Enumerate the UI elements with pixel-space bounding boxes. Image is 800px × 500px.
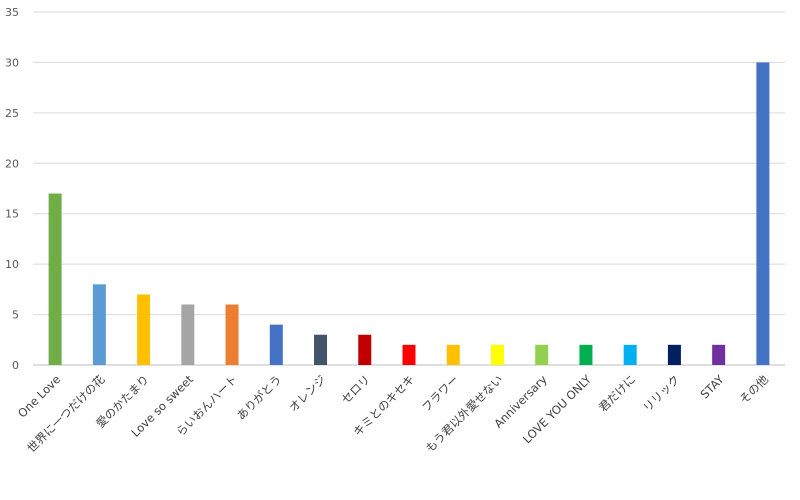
bar (667, 344, 681, 365)
bar (48, 193, 62, 365)
gridlines (33, 11, 785, 366)
bars (48, 62, 770, 366)
bar (358, 334, 372, 365)
bar (92, 284, 106, 365)
bar (712, 344, 726, 365)
bar (314, 334, 328, 365)
x-tick-label: フラワー (419, 372, 461, 414)
y-tick-label: 35 (5, 6, 19, 19)
x-tick-label: オレンジ (286, 372, 328, 414)
x-tick-label: セロリ (339, 372, 373, 406)
bar (137, 294, 151, 365)
x-tick-label: リリック (640, 372, 682, 414)
bar (490, 344, 504, 365)
x-tick-label: STAY (697, 372, 727, 402)
bar (579, 344, 593, 365)
y-tick-label: 0 (12, 359, 19, 372)
bar (623, 344, 637, 365)
bar (535, 344, 549, 365)
y-tick-label: 5 (12, 309, 19, 322)
bar (756, 62, 770, 366)
x-tick-label: 世界に一つだけの花 (24, 372, 107, 455)
y-axis-ticks: 0 5 10 15 20 25 30 35 (5, 6, 19, 372)
y-tick-label: 30 (5, 56, 19, 69)
x-tick-label: 君だけに (596, 372, 638, 414)
bar (446, 344, 460, 365)
x-tick-label: もう君以外愛せない (423, 372, 506, 455)
y-tick-label: 15 (5, 208, 19, 221)
y-tick-label: 25 (5, 107, 19, 120)
bar (181, 304, 195, 365)
x-tick-label: その他 (737, 372, 772, 407)
y-tick-label: 20 (5, 157, 19, 170)
bar (225, 304, 239, 365)
bar (402, 344, 416, 365)
x-tick-label: ありがとう (234, 372, 285, 423)
y-tick-label: 10 (5, 258, 19, 271)
bar (269, 324, 283, 365)
